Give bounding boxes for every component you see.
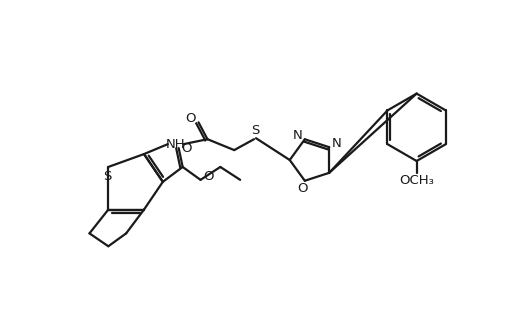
Text: NH: NH bbox=[166, 137, 185, 151]
Text: N: N bbox=[293, 129, 303, 142]
Text: O: O bbox=[203, 170, 214, 183]
Text: O: O bbox=[297, 182, 308, 195]
Text: O: O bbox=[181, 142, 192, 155]
Text: O: O bbox=[185, 112, 196, 125]
Text: N: N bbox=[331, 137, 341, 150]
Text: OCH₃: OCH₃ bbox=[399, 174, 434, 187]
Text: S: S bbox=[103, 170, 111, 183]
Text: S: S bbox=[251, 124, 259, 137]
